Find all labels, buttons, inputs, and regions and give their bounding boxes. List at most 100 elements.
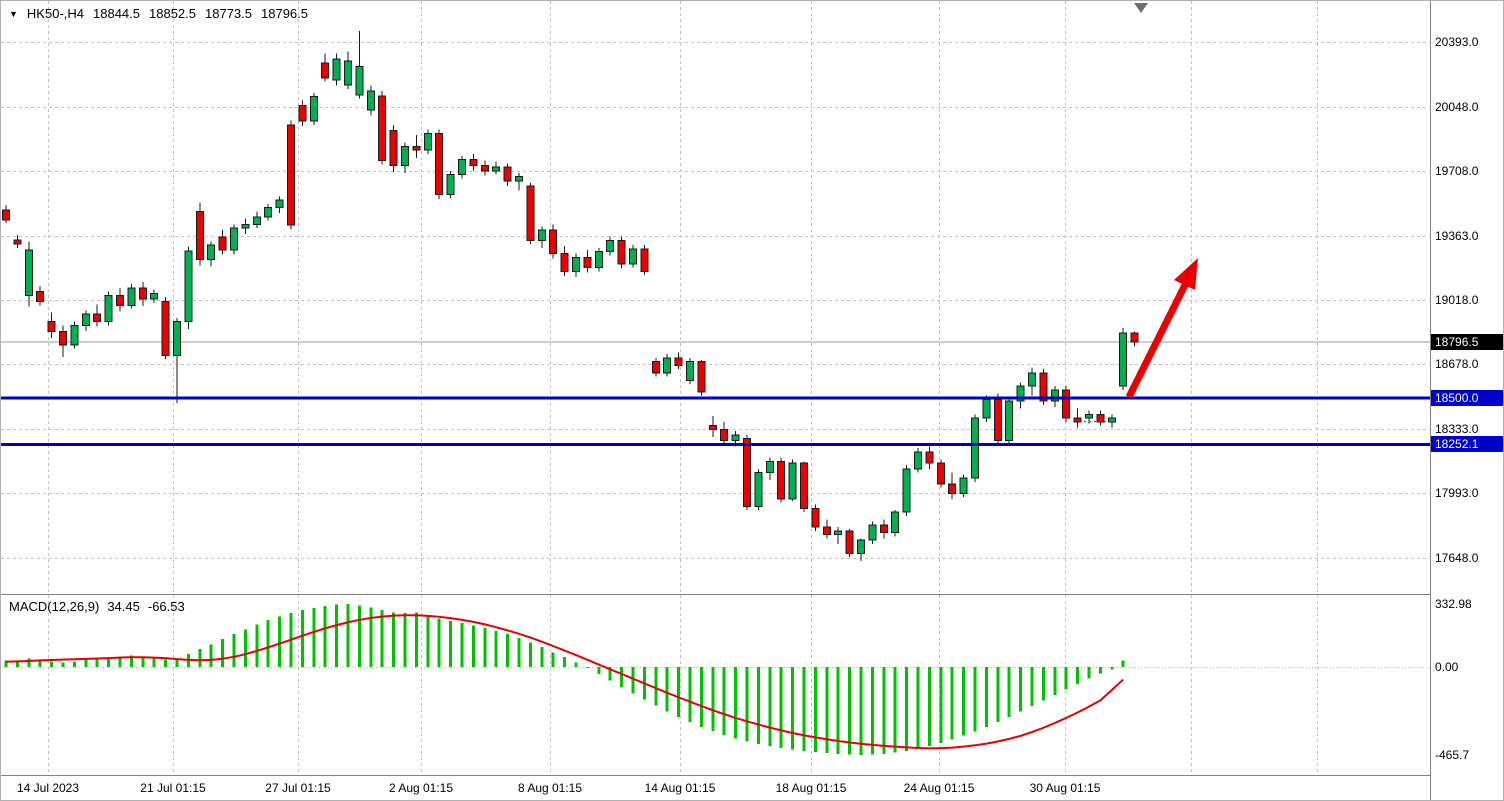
candle-body — [47, 321, 56, 333]
candle-body — [879, 524, 888, 534]
candle-body — [355, 66, 364, 96]
candle-body — [959, 477, 968, 494]
candle-body — [1016, 385, 1025, 402]
symbol-name: HK50-,H4 — [26, 6, 84, 21]
candle-body — [925, 451, 934, 464]
time-axis[interactable]: 14 Jul 2023 21 Jul 01:15 27 Jul 01:15 2 Aug… — [1, 776, 1430, 800]
candle-body — [583, 256, 592, 269]
candle-body — [800, 462, 808, 509]
trend-arrow-shaft[interactable] — [1125, 283, 1189, 399]
quote-high: 18852.5 — [149, 6, 196, 21]
candle-body — [1028, 372, 1036, 387]
candle-body — [1039, 372, 1048, 402]
candle-body — [1005, 400, 1014, 442]
candle-body — [982, 398, 991, 419]
candle-body — [161, 301, 170, 356]
time-axis-label: 30 Aug 01:15 — [1029, 781, 1101, 795]
quote-close: 18796.5 — [261, 6, 308, 21]
price-axis[interactable]: 20393.0 20048.0 19708.0 19363.0 19018.0 18678… — [1430, 1, 1503, 800]
candle-body — [150, 292, 159, 300]
macd-tick-label: 332.98 — [1435, 597, 1472, 612]
candle-body — [811, 507, 820, 528]
candle-body — [127, 287, 136, 306]
candle-body — [264, 207, 273, 218]
hline-price-tag: 18500.0 — [1431, 389, 1503, 406]
candle-body — [686, 361, 694, 381]
candle-body — [834, 530, 843, 536]
time-axis-label: 24 Aug 01:15 — [903, 781, 975, 795]
candle-body — [651, 361, 660, 374]
pane-separator[interactable] — [1, 594, 1503, 595]
time-axis-label: 14 Aug 01:15 — [644, 781, 716, 795]
candle-body — [344, 60, 352, 86]
candle-body — [788, 462, 797, 500]
candle-body — [720, 428, 729, 442]
candle-body — [936, 462, 945, 485]
candle-body — [822, 526, 831, 536]
bid-price-tag: 18796.5 — [1431, 334, 1503, 351]
candle-body — [765, 460, 774, 474]
candle-body — [207, 244, 216, 261]
macd-chart-svg[interactable] — [1, 595, 1430, 775]
price-tick-label: 17648.0 — [1435, 550, 1479, 565]
candle-body — [81, 313, 90, 326]
price-tick-label: 19708.0 — [1435, 163, 1479, 178]
candle-body — [24, 249, 33, 296]
candle-body — [492, 166, 501, 172]
candle-body — [173, 321, 181, 356]
candle-body — [218, 236, 227, 251]
candle-body — [116, 294, 124, 306]
candle-body — [332, 58, 341, 81]
time-axis-label: 18 Aug 01:15 — [775, 781, 847, 795]
candle-body — [287, 124, 295, 226]
axis-separator — [1, 775, 1503, 776]
candle-body — [948, 483, 957, 494]
candle-body — [868, 524, 877, 541]
macd-tick-label: -465.7 — [1435, 747, 1470, 762]
symbol-dropdown-icon[interactable]: ▼ — [9, 8, 18, 19]
price-tick-label: 19018.0 — [1435, 293, 1479, 308]
macd-pane: MACD(12,26,9) 34.45 -66.53 — [1, 595, 1430, 775]
candle-body — [13, 239, 22, 245]
candle-body — [708, 425, 717, 430]
candle-body — [275, 199, 284, 209]
candle-body — [674, 357, 683, 366]
candle-body — [503, 166, 512, 182]
chart-shift-marker[interactable] — [1134, 3, 1148, 13]
candle-body — [195, 211, 204, 261]
candle-body — [1050, 389, 1059, 402]
price-tick-label: 17993.0 — [1435, 486, 1479, 501]
candle-body — [914, 451, 922, 470]
candle-body — [2, 209, 10, 221]
price-tick-label: 19363.0 — [1435, 228, 1479, 243]
time-axis-label: 2 Aug 01:15 — [388, 781, 454, 795]
candle-body — [230, 227, 238, 251]
quote-low: 18773.5 — [205, 6, 252, 21]
candle-body — [857, 539, 865, 554]
candle-body — [321, 62, 330, 79]
price-tick-label: 18333.0 — [1435, 422, 1479, 437]
price-tick-label: 20393.0 — [1435, 34, 1479, 49]
candle-body — [138, 287, 147, 300]
time-axis-label: 27 Jul 01:15 — [265, 781, 331, 795]
candle-body — [480, 164, 489, 172]
candle-body — [104, 294, 113, 323]
candle-body — [594, 251, 603, 269]
macd-signal-current-value: -66.53 — [147, 599, 185, 614]
candle-body — [902, 468, 911, 513]
candle-body — [1062, 389, 1071, 419]
candle-body — [70, 324, 79, 346]
trend-arrow-head[interactable] — [1174, 258, 1198, 290]
candle-body — [731, 434, 740, 442]
candle-body — [777, 460, 786, 500]
candle-body — [845, 530, 854, 554]
candle-body — [560, 253, 569, 272]
time-axis-label: 8 Aug 01:15 — [517, 781, 583, 795]
time-axis-label: 14 Jul 2023 — [16, 781, 80, 795]
candle-body — [378, 95, 387, 162]
price-chart-svg[interactable] — [1, 1, 1430, 594]
candle-body — [629, 248, 637, 265]
candle-body — [389, 130, 398, 166]
price-tick-label: 20048.0 — [1435, 99, 1479, 114]
candle-body — [1107, 417, 1116, 423]
